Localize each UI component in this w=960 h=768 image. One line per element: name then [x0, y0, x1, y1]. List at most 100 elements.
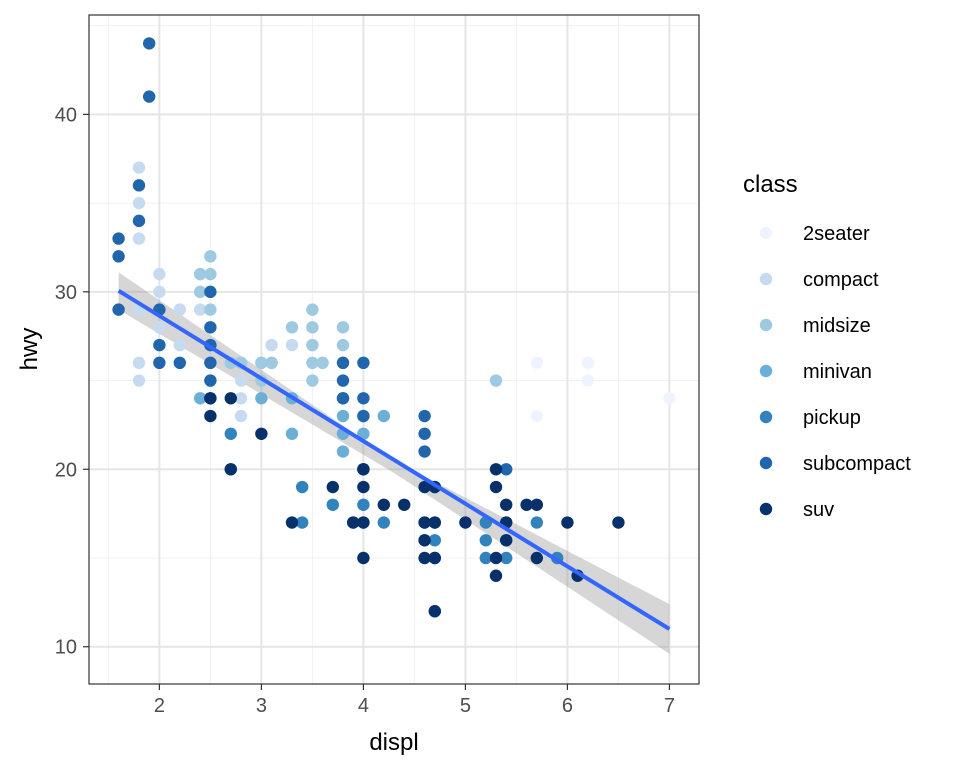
point-midsize: [204, 267, 217, 281]
point-compact: [173, 303, 186, 316]
point-2seater: [530, 409, 544, 423]
point-midsize: [316, 356, 329, 370]
point-compact: [173, 338, 186, 352]
legend-key-subcompact: [759, 456, 773, 470]
legend-title: class: [743, 171, 798, 198]
point-midsize: [193, 267, 207, 281]
legend-label-compact: compact: [803, 269, 879, 291]
y-tick-label: 10: [55, 637, 77, 659]
y-axis: 10 20 30 40: [55, 104, 89, 659]
point-minivan: [336, 445, 350, 458]
point-subcompact: [153, 338, 166, 352]
point-subcompact: [142, 90, 156, 103]
legend-key-minivan: [759, 364, 773, 378]
legend-key-compact: [759, 272, 773, 286]
point-subcompact: [418, 445, 431, 458]
point-subcompact: [112, 303, 125, 316]
point-subcompact: [418, 427, 431, 440]
y-tick-label: 20: [55, 459, 77, 481]
point-2seater: [581, 374, 595, 387]
legend-label-suv: suv: [803, 499, 834, 521]
point-suv: [357, 463, 370, 476]
point-compact: [132, 196, 146, 210]
point-pickup: [295, 480, 309, 494]
legend-key-pickup: [759, 410, 773, 424]
point-2seater: [581, 356, 595, 370]
point-suv: [500, 534, 513, 547]
point-suv: [500, 498, 513, 511]
point-suv: [530, 551, 544, 565]
point-midsize: [336, 321, 350, 334]
point-suv: [377, 498, 390, 511]
point-midsize: [306, 303, 319, 316]
point-midsize: [204, 250, 217, 263]
point-suv: [224, 463, 237, 476]
point-suv: [489, 480, 503, 494]
legend-key-2seater: [759, 226, 773, 240]
point-suv: [398, 498, 411, 511]
point-subcompact: [204, 285, 217, 299]
point-suv: [418, 516, 431, 529]
point-subcompact: [173, 356, 186, 370]
point-suv: [459, 516, 472, 529]
point-pickup: [428, 534, 442, 547]
point-suv: [357, 516, 370, 529]
point-pickup: [357, 498, 370, 511]
point-suv: [428, 551, 442, 565]
point-suv: [489, 551, 503, 565]
point-subcompact: [204, 374, 217, 387]
point-subcompact: [112, 232, 125, 245]
point-compact: [285, 338, 299, 352]
point-subcompact: [357, 409, 370, 423]
point-suv: [530, 498, 544, 511]
point-subcompact: [204, 321, 217, 334]
smooth-line-layer: [117, 289, 671, 631]
point-pickup: [530, 516, 544, 529]
point-pickup: [224, 427, 237, 440]
legend-key-midsize: [759, 318, 773, 332]
point-compact: [234, 374, 248, 387]
point-subcompact: [357, 392, 370, 405]
point-suv: [204, 409, 217, 423]
x-tick-label: 4: [358, 695, 369, 717]
point-subcompact: [357, 356, 370, 370]
point-subcompact: [500, 463, 513, 476]
point-subcompact: [418, 409, 431, 423]
point-compact: [153, 321, 166, 334]
x-tick-label: 5: [460, 695, 471, 717]
point-pickup: [500, 551, 513, 565]
legend-label-midsize: midsize: [803, 315, 871, 337]
point-subcompact: [204, 356, 217, 370]
point-compact: [153, 285, 166, 299]
point-compact: [234, 409, 248, 423]
point-midsize: [306, 356, 319, 370]
point-minivan: [377, 409, 390, 423]
point-pickup: [377, 516, 390, 529]
point-minivan: [336, 409, 350, 423]
y-tick-label: 40: [55, 104, 77, 126]
point-midsize: [336, 338, 350, 352]
legend-label-pickup: pickup: [803, 407, 861, 429]
point-minivan: [255, 392, 268, 405]
point-subcompact: [336, 374, 350, 387]
x-axis-title: displ: [369, 729, 418, 756]
x-axis: 2 3 4 5 6 7: [154, 684, 675, 717]
x-tick-label: 6: [562, 695, 573, 717]
point-midsize: [306, 338, 319, 352]
point-compact: [132, 161, 146, 174]
point-suv: [428, 605, 442, 618]
point-suv: [418, 534, 431, 547]
point-suv: [357, 480, 370, 494]
point-midsize: [255, 356, 268, 370]
point-subcompact: [142, 37, 156, 50]
point-pickup: [479, 551, 493, 565]
point-minivan: [193, 392, 207, 405]
point-midsize: [285, 321, 299, 334]
point-suv: [612, 516, 625, 529]
point-subcompact: [132, 179, 146, 192]
point-suv: [346, 516, 360, 529]
y-axis-title: hwy: [16, 328, 43, 371]
x-tick-label: 2: [154, 695, 165, 717]
point-suv: [428, 516, 442, 529]
